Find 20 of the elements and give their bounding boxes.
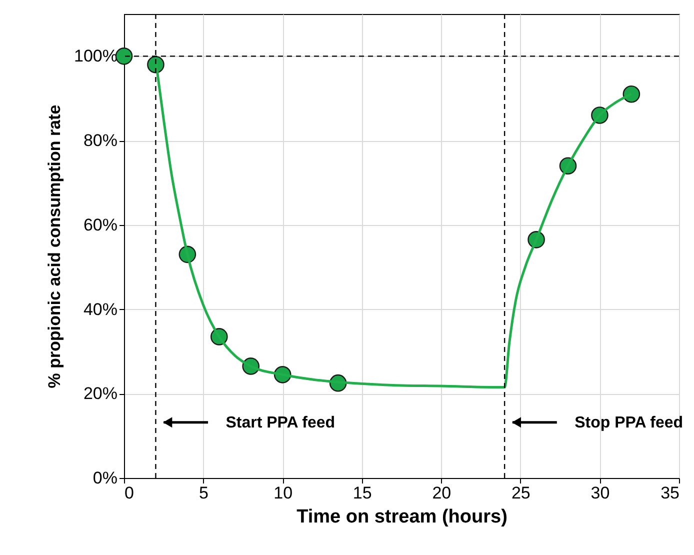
annotation: Stop PPA feed bbox=[574, 414, 684, 432]
y-tick-label: 20% bbox=[83, 384, 118, 404]
y-tick-label: 80% bbox=[83, 131, 118, 150]
point bbox=[115, 48, 133, 65]
x-tick-label: 0 bbox=[124, 484, 134, 502]
y-tick-label: 0% bbox=[92, 468, 118, 488]
y-axis-title: % propionic acid consumption rate bbox=[45, 104, 64, 388]
annotation: Start PPA feed bbox=[226, 414, 336, 432]
x-tick-label: 20 bbox=[432, 484, 452, 502]
x-tick-label: 25 bbox=[511, 484, 530, 502]
x-axis-title: Time on stream (hours) bbox=[296, 506, 508, 528]
point bbox=[622, 86, 640, 103]
x-tick-label: 30 bbox=[590, 484, 610, 502]
x-tick-label: 10 bbox=[274, 484, 293, 502]
x-tick-label: 15 bbox=[352, 484, 372, 502]
y-tick-label: 60% bbox=[83, 215, 118, 234]
x-tick-label: 5 bbox=[199, 484, 209, 502]
x-tick-label: 35 bbox=[660, 484, 680, 502]
y-tick-label: 40% bbox=[83, 300, 118, 319]
y-tick-label: 100% bbox=[74, 46, 118, 66]
